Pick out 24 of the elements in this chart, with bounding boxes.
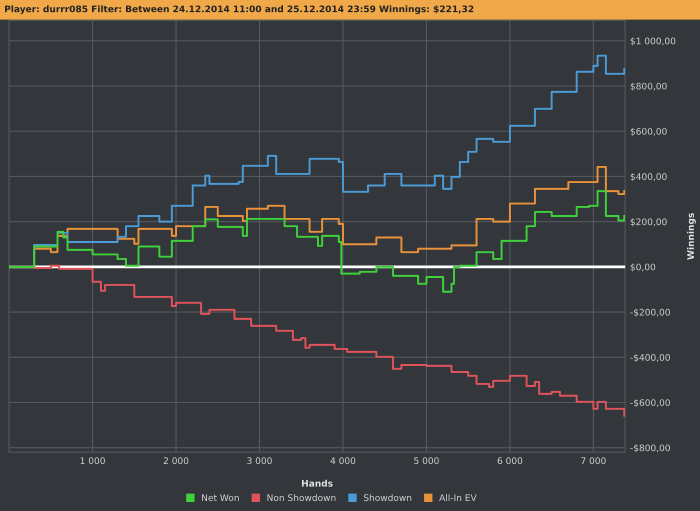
y-tick-label: $800,00 [630, 82, 667, 91]
y-tick-label: -$400,00 [630, 354, 670, 362]
legend-label: Net Won [202, 494, 239, 502]
y-tick-label: $400,00 [630, 173, 667, 182]
x-tick-label: 7 000 [581, 457, 606, 464]
y-tick-label: $600,00 [630, 128, 667, 136]
x-axis-title: Hands [302, 480, 333, 487]
x-tick-label: 2 000 [164, 457, 188, 464]
y-axis-title: Winnings [687, 213, 696, 260]
legend-label: Non Showdown [268, 494, 336, 502]
chart-title: Player: durrr085 Filter: Between 24.12.2014 11:00 and 25.12.2014 23:59 Winnings: $221,32 [5, 5, 474, 14]
y-tick-label: -$600,00 [630, 399, 670, 408]
x-tick-label: 1 000 [80, 457, 105, 464]
y-tick-label: $200,00 [630, 218, 667, 226]
x-tick-label: 4 000 [330, 457, 356, 464]
y-tick-label: $1 000,00 [630, 37, 676, 46]
y-tick-label: -$200,00 [630, 308, 670, 317]
y-tick-label: $0,00 [630, 263, 656, 272]
legend-label: Showdown [364, 494, 412, 502]
x-tick-label: 6 000 [498, 457, 522, 464]
x-tick-label: 3 000 [247, 457, 272, 464]
y-tick-label: -$800,00 [630, 444, 670, 452]
legend-label: All-In EV [439, 494, 477, 501]
x-tick-label: 5 000 [414, 457, 439, 464]
